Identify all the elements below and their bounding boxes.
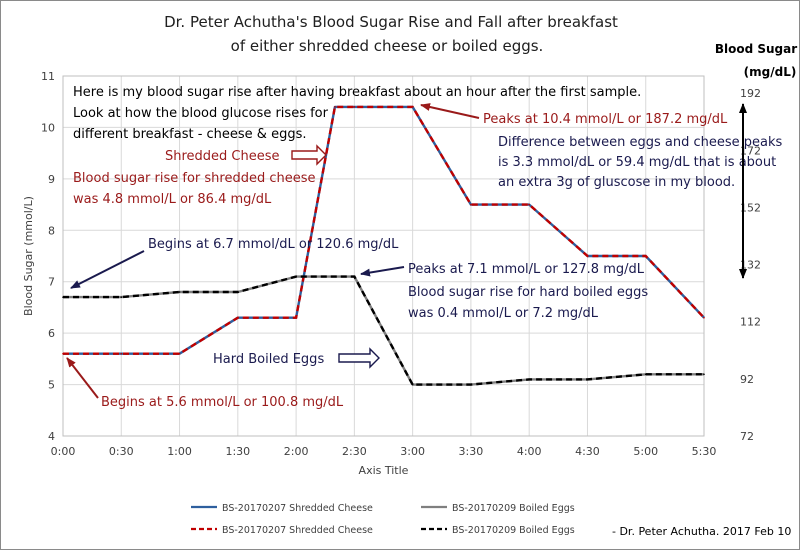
cheese-rise-annotation: Blood sugar rise for shredded cheese xyxy=(73,171,316,186)
x-tick-label: 0:00 xyxy=(51,445,76,458)
legend-label: BS-20170209 Boiled Eggs xyxy=(452,525,575,536)
legend-label: BS-20170209 Boiled Eggs xyxy=(452,503,575,514)
egg-rise-annotation: was 0.4 mmol/L or 7.2 mg/dL xyxy=(408,306,599,321)
x-tick-label: 4:00 xyxy=(517,445,542,458)
cheese-peak-annotation: Peaks at 10.4 mmol/L or 187.2 mg/dL xyxy=(483,112,728,127)
egg-rise-annotation: Blood sugar rise for hard boiled eggs xyxy=(408,285,648,300)
chart-subtitle: of either shredded cheese or boiled eggs… xyxy=(231,37,544,55)
data-point xyxy=(586,378,589,381)
hard-boiled-eggs-label: Hard Boiled Eggs xyxy=(213,352,324,367)
data-point xyxy=(178,352,181,355)
x-tick-label: 5:30 xyxy=(692,445,717,458)
eggs-block-arrow xyxy=(338,347,380,369)
egg-peak-annotation: Peaks at 7.1 mmol/L or 127.8 mg/dL xyxy=(408,262,645,277)
y-tick-label: 10 xyxy=(41,121,55,134)
series-dashed-boiled-eggs xyxy=(63,275,704,386)
egg-peak-arrow xyxy=(360,266,405,277)
cheese-block-arrow xyxy=(291,144,327,166)
y-tick-label: 9 xyxy=(48,173,55,186)
data-point xyxy=(586,255,589,257)
x-axis-title: Axis Title xyxy=(359,464,409,477)
x-tick-label: 2:30 xyxy=(342,445,367,458)
credit-text: - Dr. Peter Achutha. 2017 Feb 10 xyxy=(612,525,791,538)
data-point xyxy=(62,296,64,298)
data-point xyxy=(644,255,647,257)
data-point xyxy=(295,316,297,319)
shredded-cheese-label: Shredded Cheese xyxy=(165,149,280,164)
y-tick-label: 4 xyxy=(48,430,55,443)
data-point xyxy=(703,316,705,319)
y2-tick-label: 112 xyxy=(740,316,761,329)
x-tick-label: 1:30 xyxy=(225,445,250,458)
data-point xyxy=(528,378,530,381)
x-tick-label: 1:00 xyxy=(167,445,192,458)
data-point xyxy=(353,106,356,108)
egg-begin-arrow xyxy=(70,250,145,289)
data-point xyxy=(178,291,181,293)
legend-label: BS-20170207 Shredded Cheese xyxy=(222,525,373,536)
y2-axis-unit: (mg/dL) xyxy=(744,65,797,79)
intro-annotation: Look at how the blood glucose rises for xyxy=(73,106,329,121)
y-tick-label: 6 xyxy=(48,327,55,340)
x-tick-label: 0:30 xyxy=(109,445,134,458)
data-point xyxy=(120,352,123,355)
legend-label: BS-20170207 Shredded Cheese xyxy=(222,503,373,514)
x-tick-label: 3:00 xyxy=(400,445,425,458)
data-point xyxy=(411,106,414,108)
data-point xyxy=(120,296,123,298)
difference-annotation: is 3.3 mmol/dL or 59.4 mg/dL that is abo… xyxy=(498,155,776,170)
data-point xyxy=(470,203,472,206)
y2-tick-label: 72 xyxy=(740,430,754,443)
data-point xyxy=(237,316,239,319)
data-point xyxy=(411,383,414,386)
difference-annotation: an extra 3g of gluscose in my blood. xyxy=(498,175,735,190)
data-point xyxy=(470,383,472,386)
x-tick-label: 3:30 xyxy=(459,445,484,458)
y2-tick-label: 92 xyxy=(740,373,754,386)
y2-tick-label: 192 xyxy=(740,87,761,100)
plot-area-border xyxy=(62,75,705,437)
data-point xyxy=(353,275,356,278)
data-point xyxy=(528,203,530,206)
cheese-rise-annotation: was 4.8 mmol/L or 86.4 mg/dL xyxy=(73,192,272,207)
intro-annotation: different breakfast - cheese & eggs. xyxy=(73,127,306,142)
difference-annotation: Difference between eggs and cheese peaks xyxy=(498,135,783,150)
x-tick-label: 5:00 xyxy=(633,445,658,458)
intro-annotation: Here is my blood sugar rise after having… xyxy=(73,85,641,100)
data-point xyxy=(644,373,647,376)
y-axis-title: Blood Sugar (mmol/L) xyxy=(22,196,35,316)
chart-title: Dr. Peter Achutha's Blood Sugar Rise and… xyxy=(164,13,618,31)
cheese-peak-arrow xyxy=(420,103,480,119)
y-tick-label: 8 xyxy=(48,224,55,237)
data-point xyxy=(295,275,297,278)
y-tick-label: 7 xyxy=(48,276,55,289)
y-tick-label: 5 xyxy=(48,379,55,392)
data-point xyxy=(237,291,239,293)
cheese-begin-annotation: Begins at 5.6 mmol/L or 100.8 mg/dL xyxy=(101,395,344,410)
egg-begin-annotation: Begins at 6.7 mmol/dL or 120.6 mg/dL xyxy=(148,237,399,252)
y-tick-label: 11 xyxy=(41,70,55,83)
data-point xyxy=(62,352,64,355)
x-tick-label: 4:30 xyxy=(575,445,600,458)
x-tick-label: 2:00 xyxy=(284,445,309,458)
data-point xyxy=(703,373,705,376)
cheese-begin-arrow xyxy=(66,357,99,399)
data-point xyxy=(334,106,336,108)
y2-axis-title: Blood Sugar xyxy=(715,42,797,56)
